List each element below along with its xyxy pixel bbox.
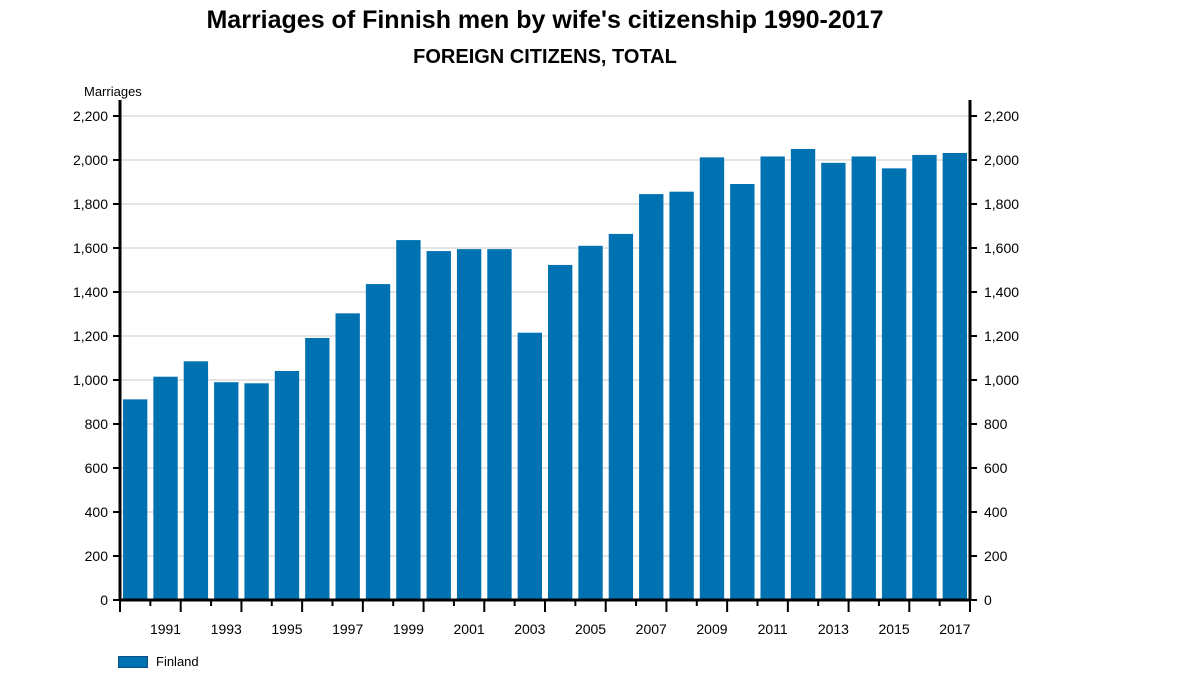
bar-1995 [274,370,300,600]
y-tick-label: 200 [85,548,109,564]
bar-2006 [608,233,634,601]
bar-2000 [426,251,451,600]
y-tick-label: 1,000 [73,372,108,388]
bar-1990 [123,399,148,600]
x-tick-label: 1997 [332,621,363,637]
bar-1994 [244,383,269,600]
y-tick-label: 1,400 [73,284,108,300]
x-tick-label: 1995 [271,621,302,637]
y-tick-label-right: 1,200 [984,328,1019,344]
y-tick-label: 800 [85,416,109,432]
bar-1993 [214,382,239,600]
bar-1992 [183,361,209,600]
bar-1991 [153,376,178,600]
bar-2002 [487,249,512,600]
legend-swatch [118,655,148,668]
chart-title: Marriages of Finnish men by wife's citiz… [206,6,884,34]
bar-1999 [396,240,421,600]
y-tick-label: 1,200 [73,328,108,344]
x-tick-label: 2009 [696,621,727,637]
bar-1998 [365,284,391,600]
bar-1996 [305,337,330,600]
y-tick-label-right: 1,400 [984,284,1019,300]
y-tick-label-right: 1,800 [984,196,1019,212]
bar-2004 [548,264,573,600]
y-tick-label: 2,000 [73,152,108,168]
x-tick-label: 2013 [818,621,849,637]
y-tick-label: 600 [85,460,109,476]
y-tick-label-right: 800 [984,416,1008,432]
bar-2007 [639,194,664,600]
y-tick-label-right: 600 [984,460,1008,476]
x-tick-label: 1993 [211,621,242,637]
x-tick-label: 1991 [150,621,181,637]
y-tick-label-right: 200 [984,548,1008,564]
bar-2014 [851,156,876,601]
bar-2015 [881,168,907,601]
x-tick-label: 1999 [393,621,424,637]
chart-subtitle: FOREIGN CITIZENS, TOTAL [413,46,677,68]
y-axis-label: Marriages [84,84,142,99]
bar-2011 [760,156,785,601]
y-tick-label-right: 2,200 [984,108,1019,124]
y-tick-label-right: 1,000 [984,372,1019,388]
y-tick-label-right: 1,600 [984,240,1019,256]
y-tick-label: 0 [100,592,108,608]
x-tick-label: 2007 [636,621,667,637]
bar-2017 [942,152,967,600]
legend: Finland [118,654,199,669]
x-tick-label: 2017 [939,621,970,637]
bar-2003 [517,332,542,600]
bar-2005 [578,245,603,601]
y-tick-label-right: 2,000 [984,152,1019,168]
y-tick-label: 1,600 [73,240,108,256]
x-tick-label: 2001 [454,621,485,637]
bar-2008 [669,191,694,600]
bar-2013 [821,162,846,601]
y-tick-label-right: 0 [984,592,992,608]
bar-2012 [790,149,816,600]
y-tick-label-right: 400 [984,504,1008,520]
bar-2001 [456,249,482,600]
bar-1997 [335,313,360,600]
legend-label: Finland [156,654,199,669]
bar-2010 [730,183,755,601]
y-tick-label: 2,200 [73,108,108,124]
x-tick-label: 2003 [514,621,545,637]
bar-2016 [912,154,937,600]
x-tick-label: 2005 [575,621,606,637]
y-tick-label: 1,800 [73,196,108,212]
x-tick-label: 2015 [879,621,910,637]
x-tick-label: 2011 [758,621,788,637]
y-tick-label: 400 [85,504,109,520]
bar-2009 [699,157,725,601]
